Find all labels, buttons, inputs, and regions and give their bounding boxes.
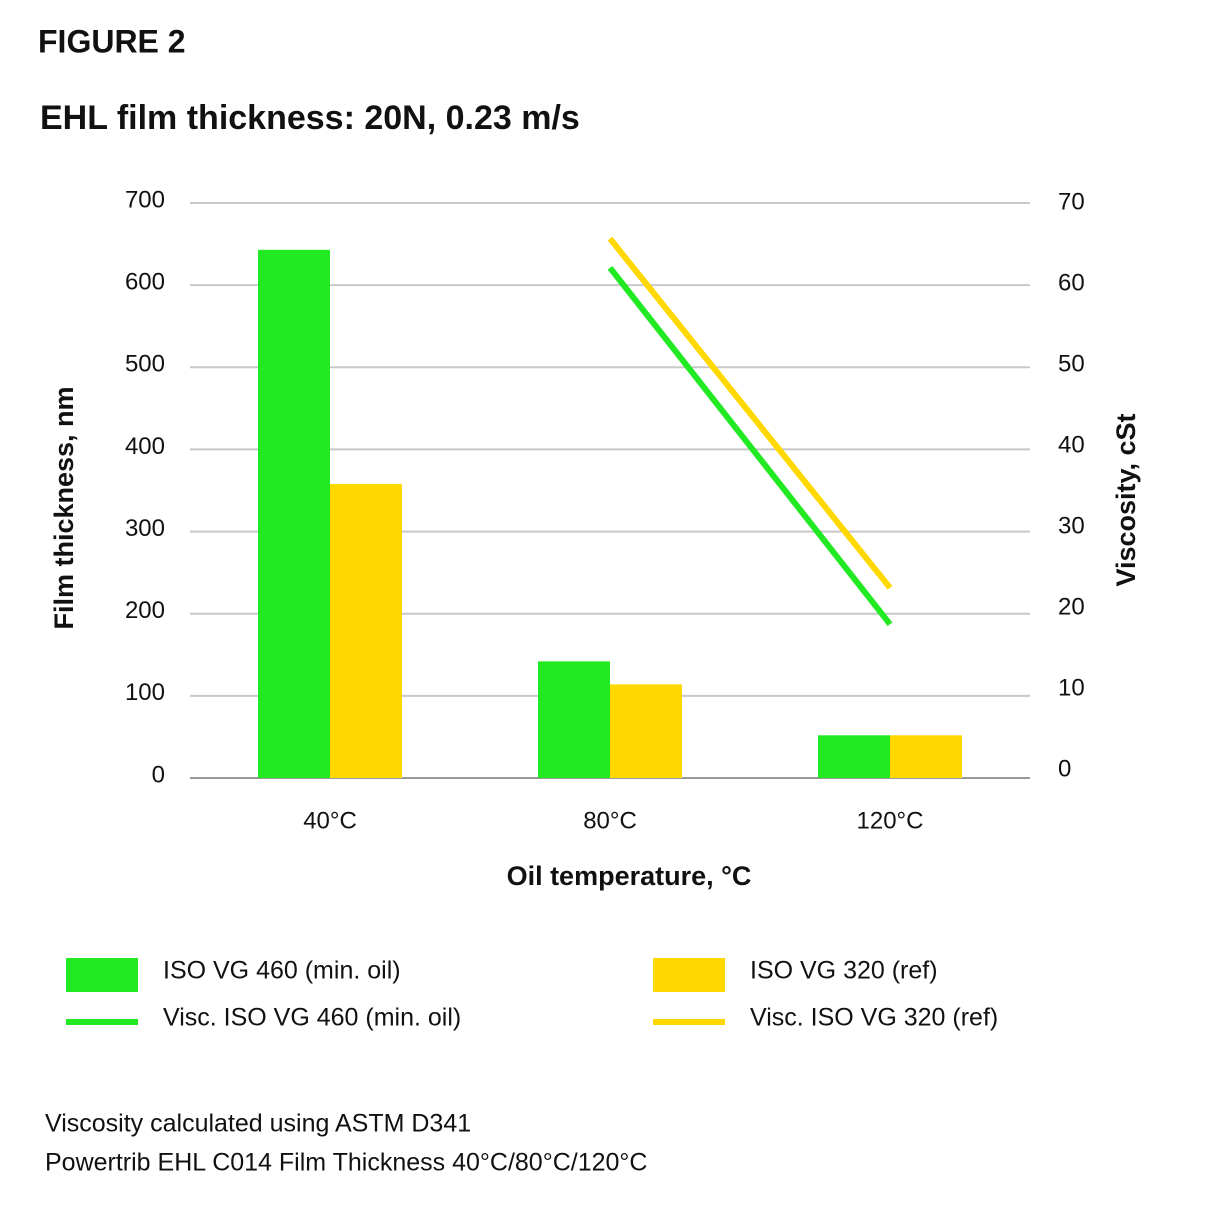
- x-tick-label: 80°C: [583, 807, 637, 834]
- y2-tick-label: 40: [1058, 431, 1085, 458]
- legend-swatch: [66, 958, 138, 992]
- bar: [610, 684, 682, 778]
- y2-tick-label: 10: [1058, 674, 1085, 701]
- y-tick-label: 200: [125, 597, 165, 624]
- chart-title: EHL film thickness: 20N, 0.23 m/s: [40, 99, 580, 137]
- legend-swatch: [653, 958, 725, 992]
- y-tick-label: 500: [125, 351, 165, 378]
- y-tick-label: 100: [125, 679, 165, 706]
- legend-label: Visc. ISO VG 460 (min. oil): [163, 1004, 461, 1032]
- y-tick-label: 0: [152, 761, 165, 788]
- x-axis-title: Oil temperature, °C: [507, 861, 752, 891]
- y2-tick-label: 0: [1058, 755, 1071, 782]
- figure-label: FIGURE 2: [38, 23, 186, 59]
- bar: [330, 483, 402, 778]
- bar: [258, 249, 330, 779]
- bar: [538, 661, 610, 778]
- y2-tick-label: 70: [1058, 188, 1085, 215]
- y2-tick-label: 30: [1058, 512, 1085, 539]
- y-tick-label: 600: [125, 268, 165, 295]
- note: Powertrib EHL C014 Film Thickness 40°C/8…: [45, 1149, 647, 1177]
- x-tick-label: 40°C: [303, 807, 357, 834]
- line: [607, 236, 893, 590]
- y2-axis-title: Viscosity, cSt: [1111, 413, 1141, 586]
- y-tick-label: 400: [125, 433, 165, 460]
- bar: [818, 735, 890, 778]
- y2-tick-label: 60: [1058, 269, 1085, 296]
- y-axis-title: Film thickness, nm: [49, 386, 79, 629]
- bar: [890, 735, 962, 778]
- legend-label: Visc. ISO VG 320 (ref): [750, 1004, 998, 1032]
- y2-tick-label: 50: [1058, 350, 1085, 377]
- note: Viscosity calculated using ASTM D341: [45, 1110, 471, 1138]
- line: [607, 265, 893, 627]
- legend-label: ISO VG 320 (ref): [750, 957, 938, 985]
- y-tick-label: 300: [125, 515, 165, 542]
- x-tick-label: 120°C: [857, 807, 924, 834]
- legend-label: ISO VG 460 (min. oil): [163, 957, 401, 985]
- y2-tick-label: 20: [1058, 593, 1085, 620]
- y-tick-label: 700: [125, 186, 165, 213]
